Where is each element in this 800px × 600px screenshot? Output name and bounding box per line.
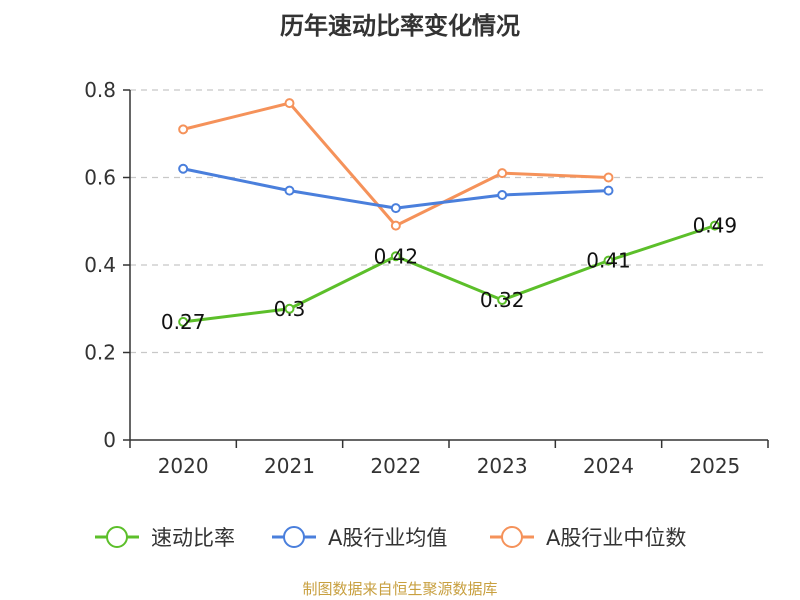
axes: 0 0.2 0.4 0.6 0.8 2020 2021 2022 2023 2024 2025 (84, 78, 769, 478)
data-point (284, 185, 295, 196)
data-point (390, 251, 401, 262)
data-label: 0.42 (374, 244, 419, 268)
y-tick-label: 0 (103, 428, 116, 452)
legend-item[interactable]: 速动比率 (95, 526, 235, 550)
data-point (497, 190, 508, 200)
legend-item[interactable]: A股行业中位数 (490, 526, 686, 550)
data-label: 0.49 (693, 214, 738, 238)
legend-label: 速动比率 (151, 526, 235, 550)
data-point (709, 220, 720, 231)
x-tick-label: 2023 (477, 454, 528, 478)
y-tick-label: 0.6 (84, 166, 116, 190)
data-point (178, 124, 189, 135)
data-point (497, 295, 508, 305)
y-tick-label: 0.2 (84, 341, 116, 365)
data-point (284, 303, 295, 314)
data-point (603, 255, 614, 266)
grid (130, 89, 768, 354)
x-tick-label: 2021 (264, 454, 315, 478)
legend-label: A股行业均值 (328, 526, 447, 550)
data-label: 0.27 (161, 310, 206, 334)
data-point (390, 203, 401, 214)
legend[interactable]: 速动比率 A股行业均值 A股行业中位数 (95, 526, 686, 550)
data-point (284, 98, 295, 109)
data-point (390, 220, 401, 231)
x-tick-label: 2025 (689, 454, 740, 478)
data-labels: 0.27 0.3 0.42 0.32 0.41 0.49 (161, 214, 737, 334)
source-note: 制图数据来自恒生聚源数据库 (302, 580, 498, 598)
legend-swatch-marker (283, 526, 305, 548)
data-point (497, 168, 508, 179)
series (178, 98, 720, 327)
legend-swatch-marker (501, 526, 523, 548)
data-point (603, 185, 614, 196)
x-tick-label: 2020 (158, 454, 209, 478)
y-tick-label: 0.8 (84, 78, 116, 102)
data-point (178, 163, 189, 174)
legend-swatch-marker (106, 526, 128, 548)
x-tick-label: 2024 (583, 454, 634, 478)
data-label: 0.3 (274, 297, 306, 321)
series-line (182, 224, 716, 324)
data-point (178, 316, 189, 327)
data-label: 0.41 (586, 249, 631, 273)
chart-title: 历年速动比率变化情况 (280, 12, 520, 40)
legend-label: A股行业中位数 (546, 526, 686, 550)
data-point (603, 172, 614, 183)
y-tick-label: 0.4 (84, 253, 116, 277)
data-label: 0.32 (480, 288, 525, 312)
legend-item[interactable]: A股行业均值 (272, 526, 447, 550)
x-tick-label: 2022 (370, 454, 421, 478)
